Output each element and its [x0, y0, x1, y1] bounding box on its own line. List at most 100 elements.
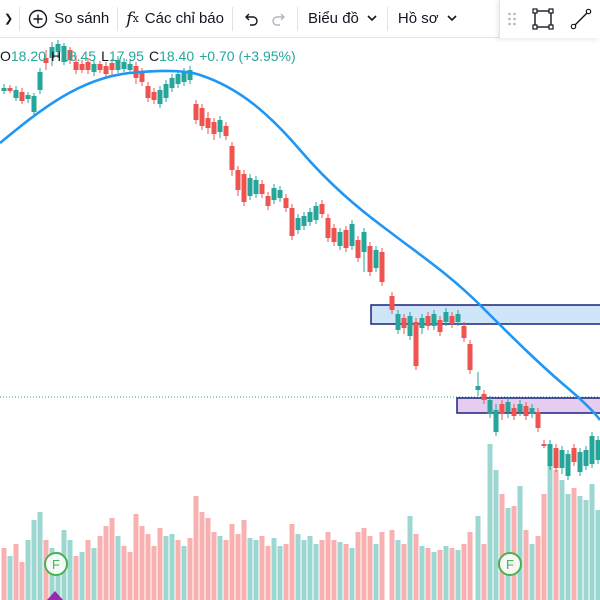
price-chart[interactable]: F F: [0, 38, 600, 600]
volume-bar: [103, 526, 109, 600]
candle-body: [449, 316, 455, 324]
candle-body: [115, 60, 121, 70]
candle: [437, 316, 443, 336]
volume-bar: [31, 520, 37, 600]
candle-body: [407, 316, 413, 336]
volume-bar: [121, 546, 127, 600]
candle: [229, 142, 235, 176]
candle-body: [467, 344, 473, 370]
volume-bar: [25, 540, 31, 600]
compare-button[interactable]: So sánh: [20, 0, 117, 38]
volume-bar: [313, 544, 319, 600]
candle-body: [565, 454, 571, 476]
candle: [55, 40, 61, 58]
candle: [289, 204, 295, 240]
undo-button[interactable]: [233, 0, 265, 38]
volume-bar: [289, 524, 295, 600]
volume-bar: [259, 536, 265, 600]
candle: [67, 47, 73, 64]
candle-body: [343, 230, 349, 248]
candle: [401, 314, 407, 334]
volume-bar: [535, 536, 541, 600]
candle-body: [589, 436, 595, 464]
volume-bar: [487, 444, 493, 600]
candle: [283, 194, 289, 212]
candle: [73, 55, 79, 74]
event-marker-2[interactable]: F: [498, 552, 522, 576]
volume-bar: [241, 520, 247, 600]
volume-bar: [19, 562, 25, 600]
volume-bar: [425, 548, 431, 600]
candle: [247, 174, 253, 200]
ohlc-open-value: 18.20: [10, 48, 46, 64]
volume-bar: [493, 470, 499, 600]
candle-body: [475, 386, 481, 390]
candle-body: [355, 240, 361, 258]
candle-body: [259, 184, 265, 194]
volume-bar: [337, 542, 343, 600]
candle: [505, 398, 511, 418]
candle: [217, 116, 223, 138]
drag-handle-icon[interactable]: [507, 11, 517, 27]
profile-dropdown[interactable]: Hồ sơ: [388, 0, 467, 38]
volume-bar: [151, 546, 157, 600]
candle: [91, 60, 97, 76]
chevron-down-icon: [367, 13, 377, 25]
volume-bar: [181, 546, 187, 600]
candle-body: [55, 44, 61, 52]
candle: [413, 318, 419, 370]
candle: [475, 372, 481, 396]
arrow-up-marker-icon[interactable]: [47, 591, 63, 600]
volume-bar: [481, 544, 487, 600]
candle: [331, 224, 337, 246]
volume-bar: [13, 544, 19, 600]
drawing-toolbar: [499, 0, 600, 38]
candle: [49, 42, 55, 66]
candle-body: [235, 170, 241, 190]
toolbar-chevron-button[interactable]: ❯: [0, 0, 19, 38]
redo-button[interactable]: [265, 0, 297, 38]
candle: [79, 60, 85, 73]
chart-type-dropdown[interactable]: Biểu đồ: [298, 0, 387, 38]
volume-bar: [547, 460, 553, 600]
candle-body: [175, 74, 181, 84]
event-marker-1[interactable]: F: [44, 552, 68, 576]
volume-bar: [467, 532, 473, 600]
volume-bar: [217, 536, 223, 600]
volume-bar: [265, 546, 271, 600]
candle-body: [121, 62, 127, 69]
candle: [419, 314, 425, 334]
candle: [553, 444, 559, 472]
candle: [211, 118, 217, 140]
candle: [61, 43, 67, 65]
candle: [43, 50, 49, 70]
volume-bar: [541, 494, 547, 600]
volume-bar: [461, 544, 467, 600]
rectangle-tool-icon[interactable]: [531, 7, 555, 31]
candle: [253, 176, 259, 198]
candle: [535, 408, 541, 432]
volume-bar: [175, 540, 181, 600]
profile-label: Hồ sơ: [397, 10, 439, 27]
volume-bar: [73, 556, 79, 600]
volume-bar: [361, 528, 367, 600]
ohlc-close-value: 18.40: [159, 48, 195, 64]
candle-body: [499, 404, 505, 414]
ohlc-open-key: O: [0, 48, 11, 64]
volume-bar: [517, 486, 523, 600]
candle-body: [301, 216, 307, 226]
candle-body: [67, 50, 73, 60]
trendline-tool-icon[interactable]: [569, 7, 593, 31]
candle: [127, 60, 133, 73]
candle: [571, 444, 577, 466]
volume-bar: [97, 536, 103, 600]
candle: [337, 228, 343, 250]
candle: [235, 166, 241, 196]
candle-body: [595, 440, 600, 460]
candle-body: [199, 108, 205, 126]
candle: [511, 404, 517, 420]
volume-bar: [211, 532, 217, 600]
candle-body: [193, 104, 199, 120]
candle-body: [535, 412, 541, 428]
